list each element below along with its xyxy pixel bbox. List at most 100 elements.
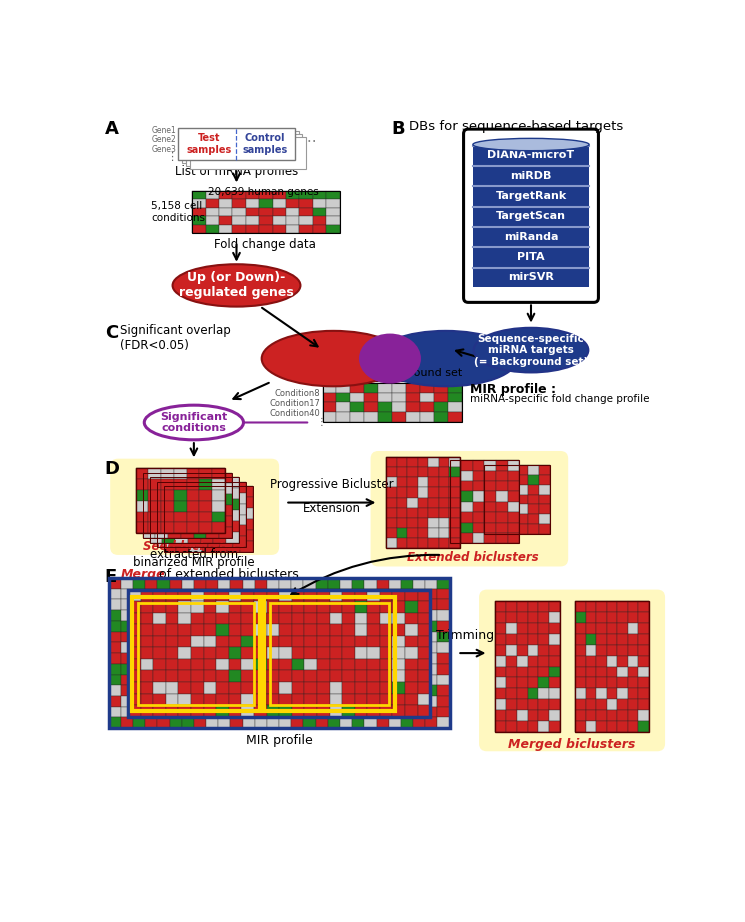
Bar — [219, 473, 232, 483]
Bar — [227, 541, 240, 552]
Bar — [243, 621, 255, 632]
Bar — [177, 487, 189, 497]
Bar — [203, 682, 216, 693]
Bar — [618, 601, 628, 612]
Bar — [518, 525, 528, 534]
Bar — [516, 623, 527, 633]
Bar — [243, 632, 255, 643]
Bar — [539, 525, 551, 534]
Bar — [218, 632, 230, 643]
Bar — [473, 146, 589, 165]
Bar — [299, 191, 313, 199]
Bar — [133, 653, 145, 664]
Bar — [219, 191, 232, 199]
Text: extracted from: extracted from — [150, 548, 238, 561]
Bar — [178, 670, 191, 682]
Bar — [508, 481, 519, 491]
Bar — [495, 485, 507, 494]
Bar — [291, 717, 303, 728]
Bar — [230, 578, 243, 589]
Bar — [200, 488, 213, 499]
Bar — [168, 473, 181, 483]
Bar — [401, 632, 413, 643]
Bar — [367, 601, 380, 613]
Bar — [378, 412, 393, 421]
Bar — [304, 647, 317, 659]
Bar — [136, 512, 148, 523]
Bar — [628, 644, 638, 656]
Bar — [596, 689, 606, 699]
Bar — [246, 207, 259, 216]
Text: Condition8: Condition8 — [275, 389, 320, 397]
Bar — [121, 664, 133, 675]
Bar — [133, 675, 145, 685]
Bar — [143, 516, 156, 527]
Bar — [437, 643, 450, 653]
Bar — [329, 613, 342, 624]
Bar — [448, 403, 462, 412]
FancyBboxPatch shape — [370, 451, 568, 566]
Bar — [143, 473, 156, 483]
Bar — [191, 647, 203, 659]
Bar — [386, 518, 396, 527]
Bar — [484, 514, 495, 525]
Bar — [215, 519, 227, 530]
Bar — [550, 721, 560, 732]
Bar — [109, 643, 121, 653]
Bar — [313, 225, 326, 233]
Bar — [393, 393, 406, 403]
Bar — [227, 530, 240, 541]
Bar — [164, 508, 177, 519]
Bar — [628, 721, 638, 732]
Bar — [189, 541, 202, 552]
Bar — [216, 589, 229, 601]
Bar — [638, 656, 649, 667]
Bar — [425, 717, 437, 728]
Bar — [386, 508, 396, 518]
Bar — [350, 393, 364, 403]
Bar — [254, 613, 267, 624]
Bar — [389, 696, 401, 707]
Bar — [393, 403, 406, 412]
Bar — [396, 478, 407, 488]
Bar — [162, 521, 175, 532]
Bar — [170, 643, 182, 653]
Bar — [177, 497, 189, 508]
Bar — [286, 207, 299, 216]
Bar — [254, 624, 267, 636]
Bar — [267, 653, 279, 664]
Bar — [153, 682, 166, 693]
Bar — [246, 225, 259, 233]
Bar — [628, 667, 638, 678]
Bar — [255, 664, 267, 675]
Bar — [148, 512, 161, 523]
Bar — [218, 685, 230, 696]
Bar — [461, 491, 473, 502]
Bar — [484, 502, 496, 513]
Bar — [329, 647, 342, 659]
Bar — [473, 247, 589, 266]
Bar — [352, 685, 364, 696]
Bar — [166, 601, 178, 613]
Bar — [213, 478, 226, 488]
Bar — [386, 478, 396, 488]
Bar — [241, 682, 254, 693]
FancyBboxPatch shape — [110, 458, 279, 555]
Bar — [174, 479, 187, 490]
Bar — [618, 710, 628, 721]
Bar — [279, 632, 291, 643]
Bar — [389, 599, 401, 610]
Bar — [254, 670, 267, 682]
Bar — [216, 670, 229, 682]
Bar — [586, 633, 596, 644]
Bar — [141, 693, 153, 705]
Bar — [178, 624, 191, 636]
Bar — [213, 488, 226, 499]
Bar — [316, 653, 328, 664]
Bar — [304, 613, 317, 624]
Bar — [181, 494, 194, 505]
Bar — [401, 717, 413, 728]
Bar — [437, 610, 450, 621]
Bar — [596, 667, 606, 678]
Bar — [157, 653, 170, 664]
